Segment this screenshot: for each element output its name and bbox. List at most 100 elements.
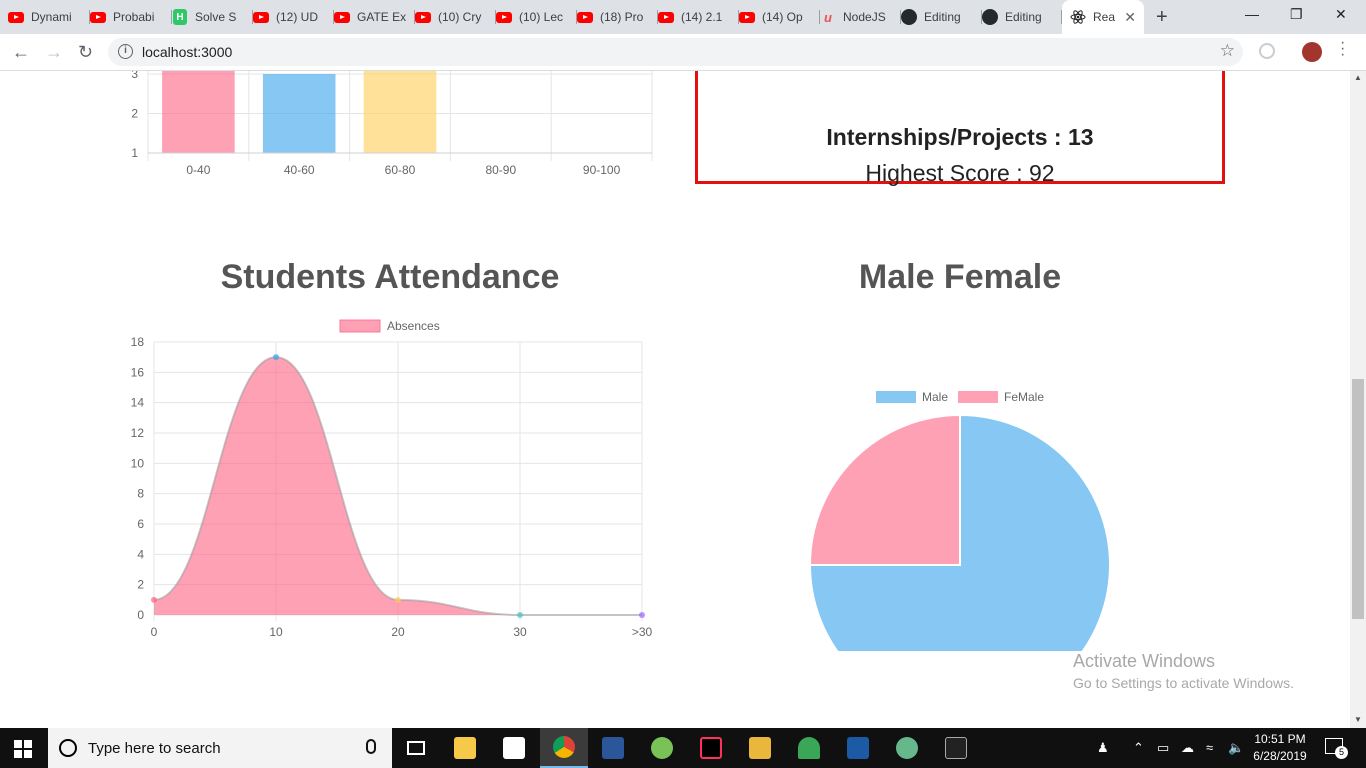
y-tick-label: 2: [137, 578, 144, 592]
tab-title[interactable]: (10) Cry: [438, 10, 482, 24]
browser-tab[interactable]: H Solve S: [172, 4, 253, 30]
chrome-icon[interactable]: [540, 728, 588, 768]
tab-title[interactable]: Dynami: [31, 10, 72, 24]
profile-avatar[interactable]: [1302, 42, 1322, 62]
intellij-icon[interactable]: [687, 728, 735, 768]
gender-title: Male Female: [858, 258, 1062, 296]
x-tick-label: 30: [513, 625, 527, 639]
info-icon[interactable]: i: [118, 44, 133, 59]
task-view-icon[interactable]: [392, 728, 440, 768]
file-explorer-icon[interactable]: [441, 728, 489, 768]
scrollbar-thumb[interactable]: [1352, 379, 1364, 619]
browser-tab[interactable]: Rea ✕: [1062, 0, 1144, 34]
tab-separator: [819, 10, 820, 24]
volume-icon[interactable]: 🔈: [1228, 740, 1245, 755]
microphone-icon[interactable]: [366, 739, 376, 754]
tab-separator: [981, 10, 982, 24]
word-icon[interactable]: [589, 728, 637, 768]
tab-title[interactable]: (10) Lec: [519, 10, 564, 24]
forward-icon[interactable]: →: [45, 42, 63, 62]
browser-tab[interactable]: (10) Cry: [415, 4, 496, 30]
extension-icon[interactable]: [1259, 43, 1275, 59]
tab-title[interactable]: Rea: [1093, 10, 1116, 24]
wireshark-icon[interactable]: [834, 728, 882, 768]
legend-swatch: [958, 391, 998, 403]
browser-tab[interactable]: Editing: [901, 4, 982, 30]
scroll-up-icon[interactable]: ▲: [1354, 73, 1362, 82]
new-tab-button[interactable]: +: [1156, 6, 1168, 28]
wifi-icon[interactable]: ≈: [1206, 740, 1214, 755]
close-tab-icon[interactable]: ✕: [1124, 9, 1136, 25]
browser-tab[interactable]: (18) Pro: [577, 4, 658, 30]
action-center-icon[interactable]: 5: [1325, 738, 1348, 759]
terminal-icon[interactable]: [932, 728, 980, 768]
tray-chevron-icon[interactable]: ⌃: [1133, 740, 1144, 755]
y-tick-label: 2: [131, 107, 138, 121]
tab-title[interactable]: NodeJS: [843, 10, 886, 24]
search-placeholder[interactable]: Type here to search: [88, 740, 221, 757]
tab-title[interactable]: Editing: [1005, 10, 1042, 24]
pie-slice: [808, 413, 1111, 651]
browser-tab[interactable]: u NodeJS: [820, 4, 901, 30]
taskbar-search[interactable]: Type here to search: [48, 728, 392, 768]
y-tick-label: 3: [131, 71, 138, 81]
android-studio-icon[interactable]: [638, 728, 686, 768]
browser-tab[interactable]: Probabi: [90, 4, 172, 30]
youtube-icon: [90, 9, 106, 25]
browser-tab[interactable]: Editing: [982, 4, 1062, 30]
series-line: [153, 356, 642, 616]
tab-title[interactable]: (14) 2.1: [681, 10, 723, 24]
tab-separator: [900, 10, 901, 24]
tab-title[interactable]: Editing: [924, 10, 961, 24]
browser-tab[interactable]: (12) UD: [253, 4, 334, 30]
legend-label: FeMale: [1004, 390, 1044, 404]
scroll-down-icon[interactable]: ▼: [1354, 715, 1362, 724]
reload-icon[interactable]: ↻: [78, 42, 94, 62]
x-tick-label: 60-80: [385, 163, 416, 177]
rocket-app-icon[interactable]: [785, 728, 833, 768]
page-scrollbar[interactable]: ▲ ▼: [1350, 71, 1366, 728]
github-icon: [982, 9, 998, 25]
back-icon[interactable]: ←: [12, 42, 30, 62]
tab-separator: [171, 10, 172, 24]
windows-start-icon[interactable]: [14, 740, 32, 758]
youtube-icon: [8, 9, 24, 25]
youtube-icon: [415, 9, 431, 25]
onedrive-icon[interactable]: ☁: [1181, 740, 1194, 755]
store-icon[interactable]: [490, 728, 538, 768]
tab-title[interactable]: (18) Pro: [600, 10, 644, 24]
highest-score-stat: Highest Score : 92: [865, 160, 1055, 186]
bar: [363, 71, 437, 153]
minimize-icon[interactable]: —: [1245, 6, 1259, 22]
tab-separator: [495, 10, 496, 24]
close-window-icon[interactable]: ✕: [1335, 6, 1347, 22]
data-point: [395, 596, 401, 603]
tab-title[interactable]: GATE Ex: [357, 10, 407, 24]
browser-tab[interactable]: (14) 2.1: [658, 4, 739, 30]
cortana-icon[interactable]: [59, 739, 77, 757]
tab-title[interactable]: Solve S: [195, 10, 237, 24]
tab-title[interactable]: (14) Op: [762, 10, 803, 24]
tab-title[interactable]: Probabi: [113, 10, 155, 24]
youtube-icon: [253, 9, 269, 25]
bookmark-star-icon[interactable]: ☆: [1219, 41, 1235, 60]
db-tool-icon[interactable]: [736, 728, 784, 768]
tab-title[interactable]: (12) UD: [276, 10, 319, 24]
menu-dots-icon[interactable]: · · ·: [1340, 34, 1346, 63]
battery-icon[interactable]: ▭: [1157, 740, 1170, 755]
browser-tab[interactable]: (14) Op: [739, 4, 820, 30]
browser-tab[interactable]: (10) Lec: [496, 4, 577, 30]
browser-tab[interactable]: GATE Ex: [334, 4, 415, 30]
tab-separator: [657, 10, 658, 24]
x-tick-label: 10: [269, 625, 283, 639]
atom-icon[interactable]: [883, 728, 931, 768]
address-bar[interactable]: i localhost:3000 ☆: [108, 38, 1243, 66]
people-icon[interactable]: ♟: [1097, 740, 1109, 755]
taskbar-clock[interactable]: 10:51 PM 6/28/2019: [1250, 731, 1310, 765]
browser-tab[interactable]: Dynami: [8, 4, 90, 30]
youtube-icon: [334, 9, 350, 25]
restore-icon[interactable]: ❐: [1290, 6, 1303, 22]
url-text[interactable]: localhost:3000: [142, 44, 233, 60]
clock-date: 6/28/2019: [1253, 749, 1307, 763]
legend-label: Absences: [387, 319, 440, 333]
